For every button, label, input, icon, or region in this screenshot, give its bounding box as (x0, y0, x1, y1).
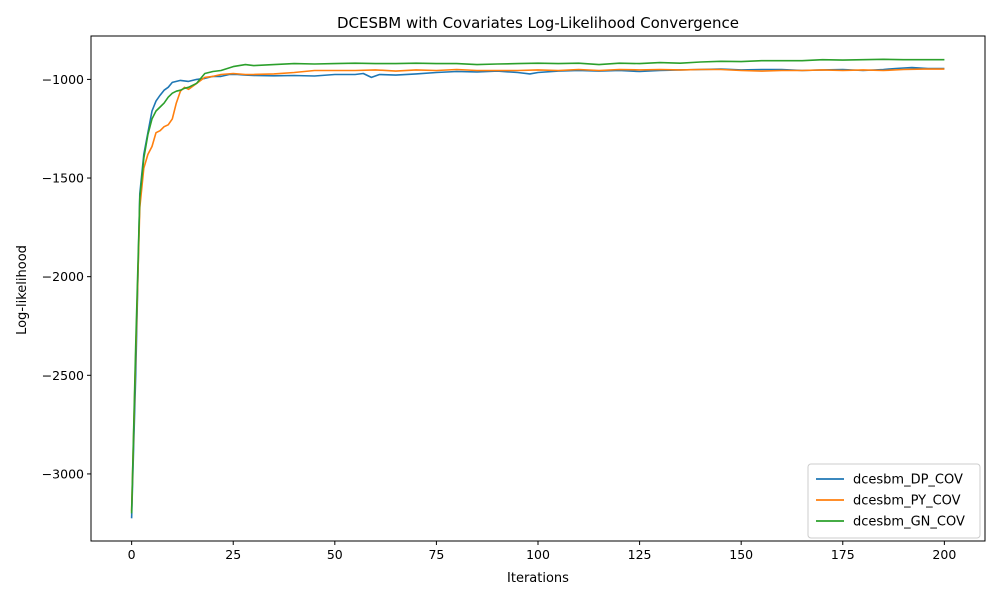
y-tick-label: −2000 (42, 269, 84, 284)
x-tick-label: 150 (729, 547, 753, 562)
series-layer (130, 58, 945, 519)
series-line-dcesbm_DP_COV (130, 66, 945, 519)
legend-label: dcesbm_GN_COV (853, 515, 965, 530)
series-line-dcesbm_PY_COV (130, 68, 945, 512)
x-axis-label: Iterations (507, 571, 569, 586)
y-axis-ticks: −3000 −2500 −2000 −1500 −1000 (42, 72, 91, 481)
y-tick-label: −2500 (42, 368, 84, 383)
legend-items: dcesbm_DP_COV dcesbm_PY_COV dcesbm_GN_COV (816, 473, 965, 530)
x-axis-ticks: 0 25 50 75 100 125 150 175 200 (128, 541, 956, 562)
y-tick-label: −3000 (42, 466, 84, 481)
x-tick-label: 200 (932, 547, 956, 562)
y-axis-label: Log-likelihood (15, 245, 30, 335)
x-tick-label: 125 (628, 547, 652, 562)
legend-box (807, 463, 981, 539)
x-tick-label: 75 (428, 547, 444, 562)
legend-label: dcesbm_DP_COV (853, 473, 963, 488)
series-line-dcesbm_GN_COV (130, 58, 945, 514)
x-tick-label: 175 (831, 547, 855, 562)
chart-title: DCESBM with Covariates Log-Likelihood Co… (337, 14, 739, 32)
x-tick-label: 0 (128, 547, 136, 562)
legend: dcesbm_DP_COV dcesbm_PY_COV dcesbm_GN_COV (807, 463, 981, 539)
legend-label: dcesbm_PY_COV (853, 494, 961, 509)
x-tick-label: 50 (327, 547, 343, 562)
y-tick-label: −1000 (42, 72, 84, 87)
y-tick-label: −1500 (42, 171, 84, 186)
x-tick-label: 100 (526, 547, 550, 562)
x-tick-label: 25 (225, 547, 241, 562)
